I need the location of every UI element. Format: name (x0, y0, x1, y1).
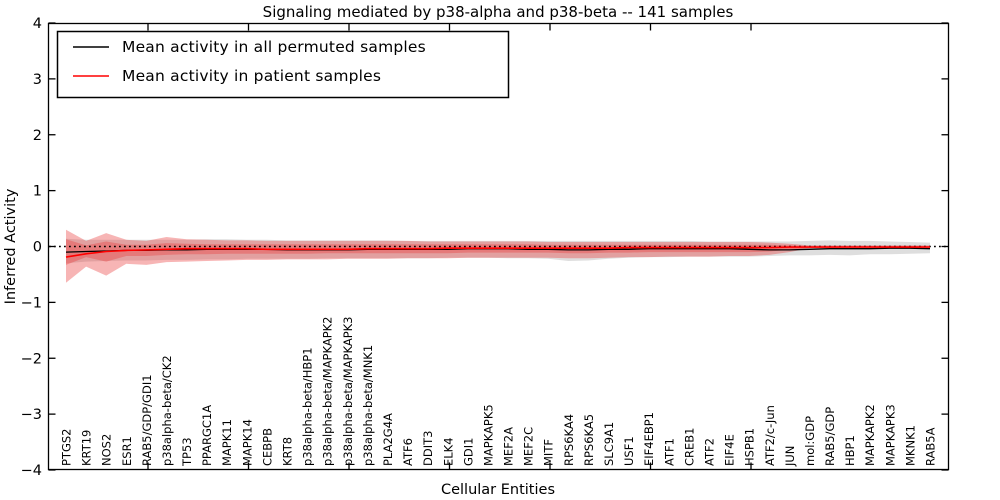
legend-label-patient: Mean activity in patient samples (122, 67, 381, 85)
y-tick-label: −1 (21, 295, 42, 311)
x-category-label: ATF1 (662, 438, 676, 466)
y-tick-label: −4 (21, 463, 42, 479)
x-category-label: p38alpha-beta/HBP1 (301, 347, 315, 466)
x-category-label: PPARGC1A (200, 405, 214, 466)
x-category-label: RAB5/GDP/GDI1 (140, 374, 154, 466)
y-tick-label: −3 (21, 407, 42, 423)
mean-lines (65, 246, 931, 258)
x-category-label: RPS6KA5 (582, 414, 596, 466)
x-category-label: SLC9A1 (602, 422, 616, 466)
y-tick-label: −2 (21, 351, 42, 367)
x-category-label: ATF2 (703, 438, 717, 466)
x-category-label: MEF2A (502, 427, 516, 466)
legend: Mean activity in all permuted samples Me… (56, 30, 510, 99)
y-tick-label: 0 (33, 240, 42, 256)
patient-std-band-outer (66, 229, 930, 283)
y-tick-labels: 4 3 2 1 0 −1 −2 −3 −4 (21, 16, 42, 479)
x-category-label: CREB1 (682, 428, 696, 467)
confidence-bands (66, 229, 930, 283)
x-category-label: RAB5A (924, 427, 938, 466)
x-category-label: p38alpha-beta/MAPKAPK3 (341, 317, 355, 467)
x-category-label: MITF (542, 439, 556, 466)
x-tick-labels: PTGS2 KRT19 NOS2 ESR1 RAB5/GDP/GDI1 p38alpha-… (60, 317, 938, 468)
x-category-label: ESR1 (120, 436, 134, 466)
chart-title: Signaling mediated by p38-alpha and p38-… (263, 3, 734, 21)
x-category-label: ATF6 (401, 438, 415, 466)
y-tick-label: 2 (33, 128, 42, 144)
x-category-label: RPS6KA4 (562, 414, 576, 466)
legend-label-permuted: Mean activity in all permuted samples (122, 38, 426, 56)
x-category-label: p38alpha-beta/MNK1 (361, 345, 375, 466)
x-category-label: MAPK14 (240, 419, 254, 466)
axis-ticks (48, 22, 949, 471)
x-category-label: PTGS2 (60, 429, 74, 467)
y-tick-label: 4 (33, 16, 42, 32)
x-category-label: mol:GDP (803, 416, 817, 466)
x-category-label: MKNK1 (903, 425, 917, 466)
x-category-label: MEF2C (522, 427, 536, 466)
x-category-label: HBP1 (843, 435, 857, 466)
x-category-label: TP53 (180, 437, 194, 467)
x-category-label: EIF4E (723, 434, 737, 466)
x-category-label: p38alpha-beta/MAPKAPK2 (321, 317, 335, 467)
x-category-label: JUN (783, 446, 797, 467)
patient-std-band-inner (66, 239, 930, 265)
x-category-label: KRT8 (281, 437, 295, 466)
y-tick-label: 1 (33, 184, 42, 200)
x-category-label: GDI1 (461, 438, 475, 466)
x-category-label: USF1 (622, 436, 636, 466)
x-category-label: MAPKAPK3 (883, 404, 897, 466)
x-category-label: MAPK11 (220, 419, 234, 466)
x-category-label: ATF2/c-Jun (763, 405, 777, 466)
x-category-label: ELK4 (441, 437, 455, 466)
x-category-label: RAB5/GDP (823, 407, 837, 466)
legend-box (56, 30, 510, 99)
x-category-label: HSPB1 (743, 428, 757, 466)
x-category-label: MAPKAPK2 (863, 404, 877, 466)
x-category-label: NOS2 (100, 434, 114, 466)
x-category-label: CEBPB (260, 428, 274, 466)
x-category-label: MAPKAPK5 (482, 404, 496, 466)
y-axis-label: Inferred Activity (3, 188, 19, 304)
x-category-label: PLA2G4A (381, 413, 395, 466)
y-tick-label: 3 (33, 72, 42, 88)
x-category-label: KRT19 (80, 430, 94, 466)
patient-mean-line (65, 246, 930, 258)
x-category-label: p38alpha-beta/CK2 (160, 355, 174, 466)
permuted-std-band (66, 238, 930, 264)
x-axis-label: Cellular Entities (441, 482, 555, 498)
x-category-label: EIF4EBP1 (642, 412, 656, 466)
x-category-label: DDIT3 (421, 431, 435, 466)
